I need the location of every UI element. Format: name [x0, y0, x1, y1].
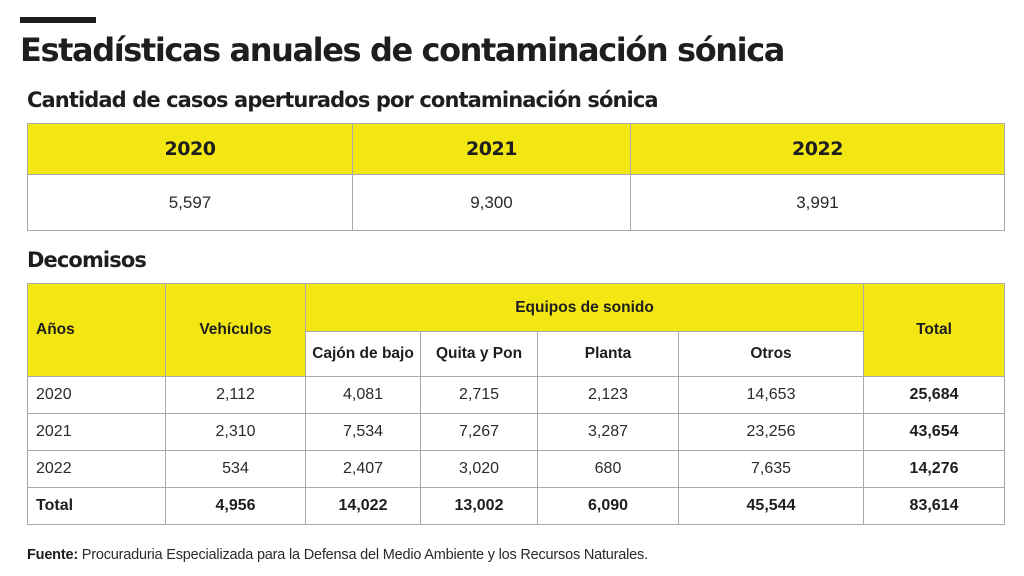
source-text: Procuraduria Especializada para la Defen…: [77, 547, 648, 563]
totals-row: Total 4,956 14,022 13,002 6,090 45,544 8…: [27, 487, 1006, 525]
seizures-table: Años Vehículos Equipos de sonido Total C…: [27, 283, 1006, 525]
otros-cell: 23,256: [677, 413, 865, 451]
vehicles-cell: 2,310: [165, 413, 306, 451]
sound-equipment-header: Equipos de sonido: [304, 283, 865, 332]
year-cell: 2021: [27, 413, 166, 451]
seizures-subheader-row: Cajón de bajo Quita y Pon Planta Otros: [28, 331, 1005, 377]
otros-cell: 14,653: [677, 376, 865, 414]
row-total-cell: 43,654: [863, 413, 1006, 451]
table-row: 2022 534 2,407 3,020 680 7,635 14,276: [27, 450, 1006, 488]
page-title: Estadísticas anuales de contaminación só…: [20, 31, 785, 69]
cases-heading: Cantidad de casos aperturados por contam…: [27, 88, 659, 112]
source-label: Fuente:: [27, 547, 78, 563]
cases-year-header: 2022: [630, 123, 1005, 175]
totals-label: Total: [27, 487, 166, 525]
planta-cell: 3,287: [537, 413, 679, 451]
planta-total: 6,090: [537, 487, 679, 525]
cajon-total: 14,022: [305, 487, 421, 525]
cajon-cell: 7,534: [305, 413, 421, 451]
cajon-de-bajo-header: Cajón de bajo: [305, 331, 421, 377]
seizures-heading: Decomisos: [27, 248, 147, 272]
row-total-cell: 14,276: [863, 450, 1006, 488]
cases-value: 9,300: [352, 174, 631, 231]
planta-cell: 680: [537, 450, 679, 488]
years-header: Años: [27, 283, 166, 377]
quita-cell: 3,020: [420, 450, 538, 488]
cases-value-row: 5,597 9,300 3,991: [27, 174, 1005, 231]
otros-cell: 7,635: [677, 450, 865, 488]
cases-value: 5,597: [27, 174, 353, 231]
vehicles-total: 4,956: [165, 487, 306, 525]
year-cell: 2022: [27, 450, 166, 488]
cajon-cell: 2,407: [305, 450, 421, 488]
year-cell: 2020: [27, 376, 166, 414]
otros-total: 45,544: [677, 487, 865, 525]
quita-total: 13,002: [420, 487, 538, 525]
source-note: Fuente: Procuraduria Especializada para …: [27, 547, 648, 563]
row-total-cell: 25,684: [863, 376, 1006, 414]
total-header: Total: [863, 283, 1006, 377]
quita-cell: 2,715: [420, 376, 538, 414]
table-row: 2021 2,310 7,534 7,267 3,287 23,256 43,6…: [27, 413, 1006, 451]
quita-cell: 7,267: [420, 413, 538, 451]
table-row: 2020 2,112 4,081 2,715 2,123 14,653 25,6…: [27, 376, 1006, 414]
cajon-cell: 4,081: [305, 376, 421, 414]
seizures-header-row: Años Vehículos Equipos de sonido Total: [27, 283, 1006, 377]
grand-total: 83,614: [863, 487, 1006, 525]
planta-cell: 2,123: [537, 376, 679, 414]
cases-year-header: 2020: [27, 123, 353, 175]
planta-header: Planta: [537, 331, 679, 377]
vehicles-cell: 2,112: [165, 376, 306, 414]
otros-header: Otros: [677, 331, 865, 377]
cases-table: 2020 2021 2022 5,597 9,300 3,991: [27, 123, 1005, 231]
title-accent-bar: [20, 17, 96, 23]
quita-y-pon-header: Quita y Pon: [420, 331, 538, 377]
cases-year-header: 2021: [352, 123, 631, 175]
vehicles-cell: 534: [165, 450, 306, 488]
cases-value: 3,991: [630, 174, 1005, 231]
cases-header-row: 2020 2021 2022: [27, 123, 1005, 175]
vehicles-header: Vehículos: [165, 283, 306, 377]
